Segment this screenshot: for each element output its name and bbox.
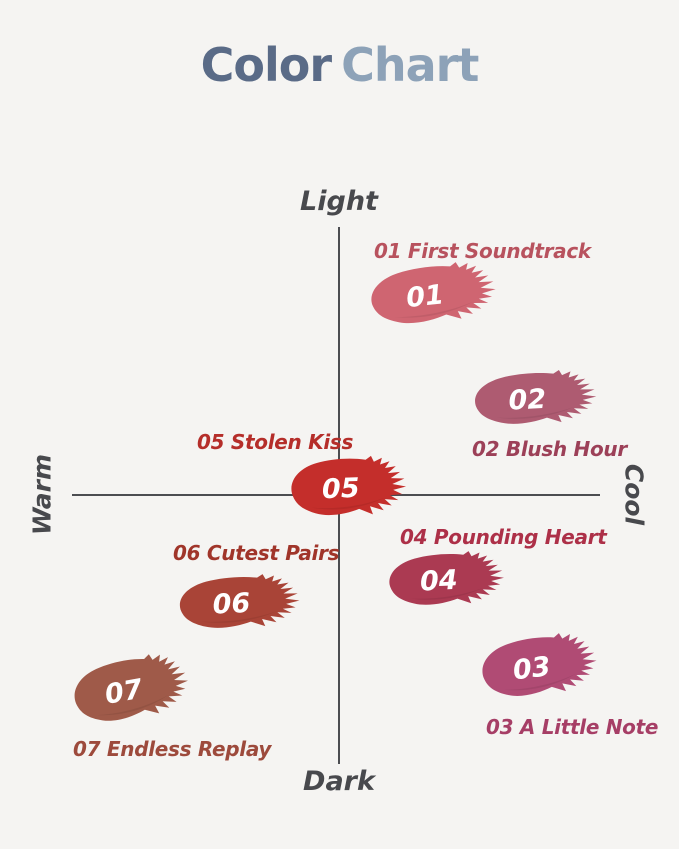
swatch-05-label: 05 Stolen Kiss — [197, 430, 354, 454]
swatch-04-label: 04 Pounding Heart — [400, 525, 607, 549]
swatch-02: 02 — [462, 364, 609, 437]
page-title-word-chart: Chart — [341, 38, 479, 92]
swatch-01: 01 — [357, 253, 512, 340]
swatch-07-number: 07 — [102, 673, 145, 711]
swatch-06-label: 06 Cutest Pairs — [173, 541, 340, 565]
swatch-06-number: 06 — [211, 587, 251, 621]
swatch-05: 05 — [280, 451, 418, 530]
swatch-02-label: 02 Blush Hour — [472, 437, 627, 461]
swatch-03-number: 03 — [511, 651, 553, 687]
swatch-05-number: 05 — [321, 472, 361, 506]
swatch-07: 07 — [58, 643, 205, 741]
swatch-07-label: 07 Endless Replay — [73, 737, 272, 761]
swatch-03-label: 03 A Little Note — [486, 715, 659, 739]
swatch-01-number: 01 — [404, 279, 446, 315]
axis-label-light: Light — [300, 186, 378, 217]
swatch-04-number: 04 — [419, 564, 459, 598]
axis-label-warm: Warm — [27, 453, 57, 536]
swatch-03: 03 — [468, 624, 612, 714]
swatch-06: 06 — [167, 568, 312, 641]
swatch-01-label: 01 First Soundtrack — [374, 239, 591, 263]
axis-label-dark: Dark — [303, 766, 375, 797]
page-title: Color Chart — [0, 38, 679, 92]
swatch-04: 04 — [377, 545, 516, 618]
page-title-word-color: Color — [200, 38, 332, 92]
swatch-02-number: 02 — [507, 383, 547, 417]
